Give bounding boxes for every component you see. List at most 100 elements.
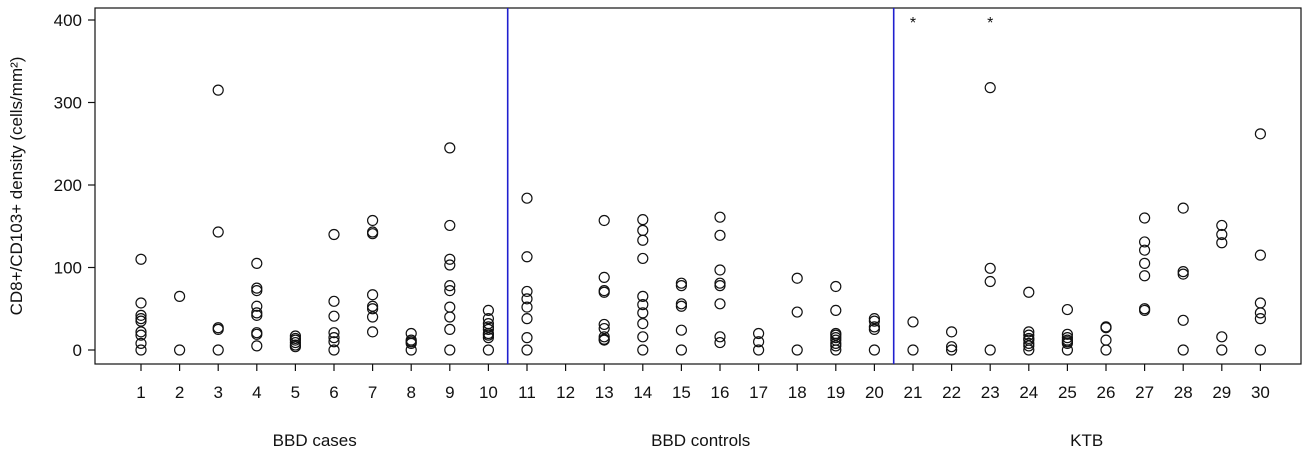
group-label: KTB	[1070, 431, 1103, 450]
group-label: BBD controls	[651, 431, 750, 450]
data-point	[135, 253, 147, 265]
data-point	[1100, 344, 1112, 356]
data-point	[752, 327, 765, 340]
x-tick-label: 5	[291, 383, 300, 402]
data-point	[675, 280, 688, 292]
data-point	[251, 282, 263, 294]
x-tick-label: 21	[904, 383, 923, 402]
data-point	[637, 252, 649, 265]
data-point	[1100, 322, 1112, 334]
data-point	[598, 322, 610, 335]
data-point	[174, 290, 186, 302]
data-point	[367, 228, 379, 240]
data-point	[135, 329, 147, 341]
data-point	[791, 306, 803, 318]
data-point	[1216, 219, 1228, 232]
data-point	[444, 311, 456, 323]
data-point	[135, 337, 147, 349]
data-point	[251, 257, 263, 269]
x-tick-label: 4	[252, 383, 261, 402]
x-tick-label: 22	[942, 383, 961, 402]
data-point	[791, 344, 803, 356]
data-point	[868, 315, 881, 327]
annotations: * *	[910, 15, 993, 32]
data-point	[328, 344, 340, 356]
data-point	[1177, 314, 1189, 326]
data-point	[482, 323, 494, 335]
data-point	[1061, 344, 1074, 356]
annotation-asterisk: *	[987, 15, 993, 32]
data-point	[251, 340, 263, 352]
data-point	[212, 84, 224, 96]
x-tick-label: 2	[175, 383, 184, 402]
x-tick-label: 19	[826, 383, 845, 402]
data-point	[1254, 249, 1267, 261]
data-point	[174, 344, 186, 356]
x-tick-label: 17	[749, 383, 768, 402]
annotation-asterisk: *	[910, 15, 916, 32]
data-point	[598, 271, 610, 283]
data-point	[752, 344, 765, 356]
plot-frame	[94, 7, 1302, 365]
data-point	[984, 344, 996, 356]
data-point	[1216, 237, 1228, 249]
data-point	[1254, 313, 1267, 325]
data-point	[675, 277, 688, 289]
x-tick-label: 14	[633, 383, 652, 402]
x-tick-label: 24	[1019, 383, 1038, 402]
data-point	[1138, 304, 1151, 316]
data-point	[598, 318, 610, 331]
data-point	[328, 336, 340, 348]
data-point	[328, 327, 340, 339]
x-tick-label: 9	[445, 383, 454, 402]
y-tick-label: 400	[54, 11, 82, 30]
data-point	[1023, 286, 1035, 298]
group-separators	[506, 8, 895, 364]
data-point	[675, 300, 688, 312]
data-point	[675, 324, 688, 336]
data-point	[444, 259, 456, 271]
data-point	[1254, 344, 1267, 356]
x-tick-label: 18	[788, 383, 807, 402]
x-tick-label: 15	[672, 383, 691, 402]
data-point	[1138, 270, 1151, 282]
data-point	[1023, 344, 1035, 356]
data-point	[482, 304, 494, 316]
data-point	[637, 214, 649, 226]
data-point	[405, 337, 417, 349]
data-point	[675, 344, 688, 356]
data-point	[367, 300, 379, 312]
data-point	[714, 229, 726, 241]
data-point	[637, 290, 649, 302]
data-point	[945, 344, 958, 356]
data-point	[521, 313, 533, 325]
y-tick-label: 300	[54, 94, 82, 113]
data-point	[1023, 340, 1035, 352]
data-point	[1138, 236, 1151, 248]
group-label: BBD cases	[273, 431, 357, 450]
data-point	[135, 309, 147, 321]
data-point	[251, 300, 263, 312]
data-point	[637, 331, 649, 343]
data-point	[1177, 202, 1189, 214]
x-tick-label: 13	[595, 383, 614, 402]
data-point	[1254, 307, 1267, 319]
data-point	[984, 275, 996, 288]
x-tick-label: 30	[1251, 383, 1270, 402]
data-point	[135, 344, 147, 356]
x-tick-label: 29	[1212, 383, 1231, 402]
data-point	[868, 323, 881, 335]
data-point	[135, 326, 147, 338]
data-point	[830, 280, 842, 293]
data-point	[1138, 257, 1151, 269]
data-point	[367, 303, 379, 315]
data-point	[444, 253, 456, 265]
data-point	[907, 344, 919, 356]
data-point	[444, 285, 456, 297]
data-point	[482, 313, 494, 325]
data-point	[521, 301, 533, 313]
data-point	[714, 211, 726, 223]
data-point	[444, 344, 456, 356]
data-point	[637, 299, 649, 311]
data-point	[521, 293, 533, 305]
